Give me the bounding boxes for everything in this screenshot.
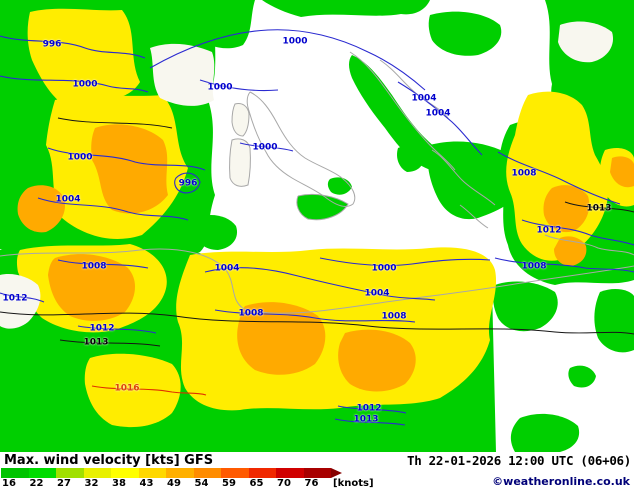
scale-segment [166,468,194,478]
scale-tick-label: 27 [57,478,71,489]
scale-tick-label: 76 [304,478,319,489]
scale-segment [221,468,249,478]
copyright-watermark: ©weatheronline.co.uk [492,475,630,488]
scale-arrow [331,468,342,478]
scale-tick-label: 65 [249,478,264,489]
scale-tick-label: 59 [222,478,236,489]
map-title: Max. wind velocity [kts] GFS [4,453,214,468]
wind-velocity-map: 996 1000 1000 1000 1000 996 1004 1000 1004 1004 10… [0,0,634,452]
map-graphic [0,0,634,452]
scale-segment [303,468,331,478]
scale-tick-label: 70 [277,478,291,489]
scale-segment [138,468,166,478]
scale-segment [83,468,111,478]
scale-segment [248,468,276,478]
scale-segment [56,468,84,478]
scale-segment [28,468,56,478]
scale-tick-label: 38 [112,478,126,489]
scale-segment [111,468,139,478]
footer-bar: Max. wind velocity [kts] GFS Th 22-01-20… [0,452,634,490]
scale-tick-label: 32 [84,478,99,489]
map-datetime: Th 22-01-2026 12:00 UTC (06+06) [407,453,631,468]
wind-speed-colorbar [1,468,342,478]
scale-tick-label: 16 [2,478,16,489]
scale-segment [1,468,29,478]
wind-speed-tick-labels: 16 22 27 32 38 43 49 54 59 65 70 76 [knots] [1,478,374,490]
scale-unit-label: [knots] [333,478,374,489]
scale-tick-label: 54 [194,478,209,489]
scale-tick-label: 49 [167,478,181,489]
scale-segment [193,468,221,478]
scale-tick-label: 43 [139,478,154,489]
scale-segment [276,468,304,478]
scale-tick-label: 22 [29,478,44,489]
